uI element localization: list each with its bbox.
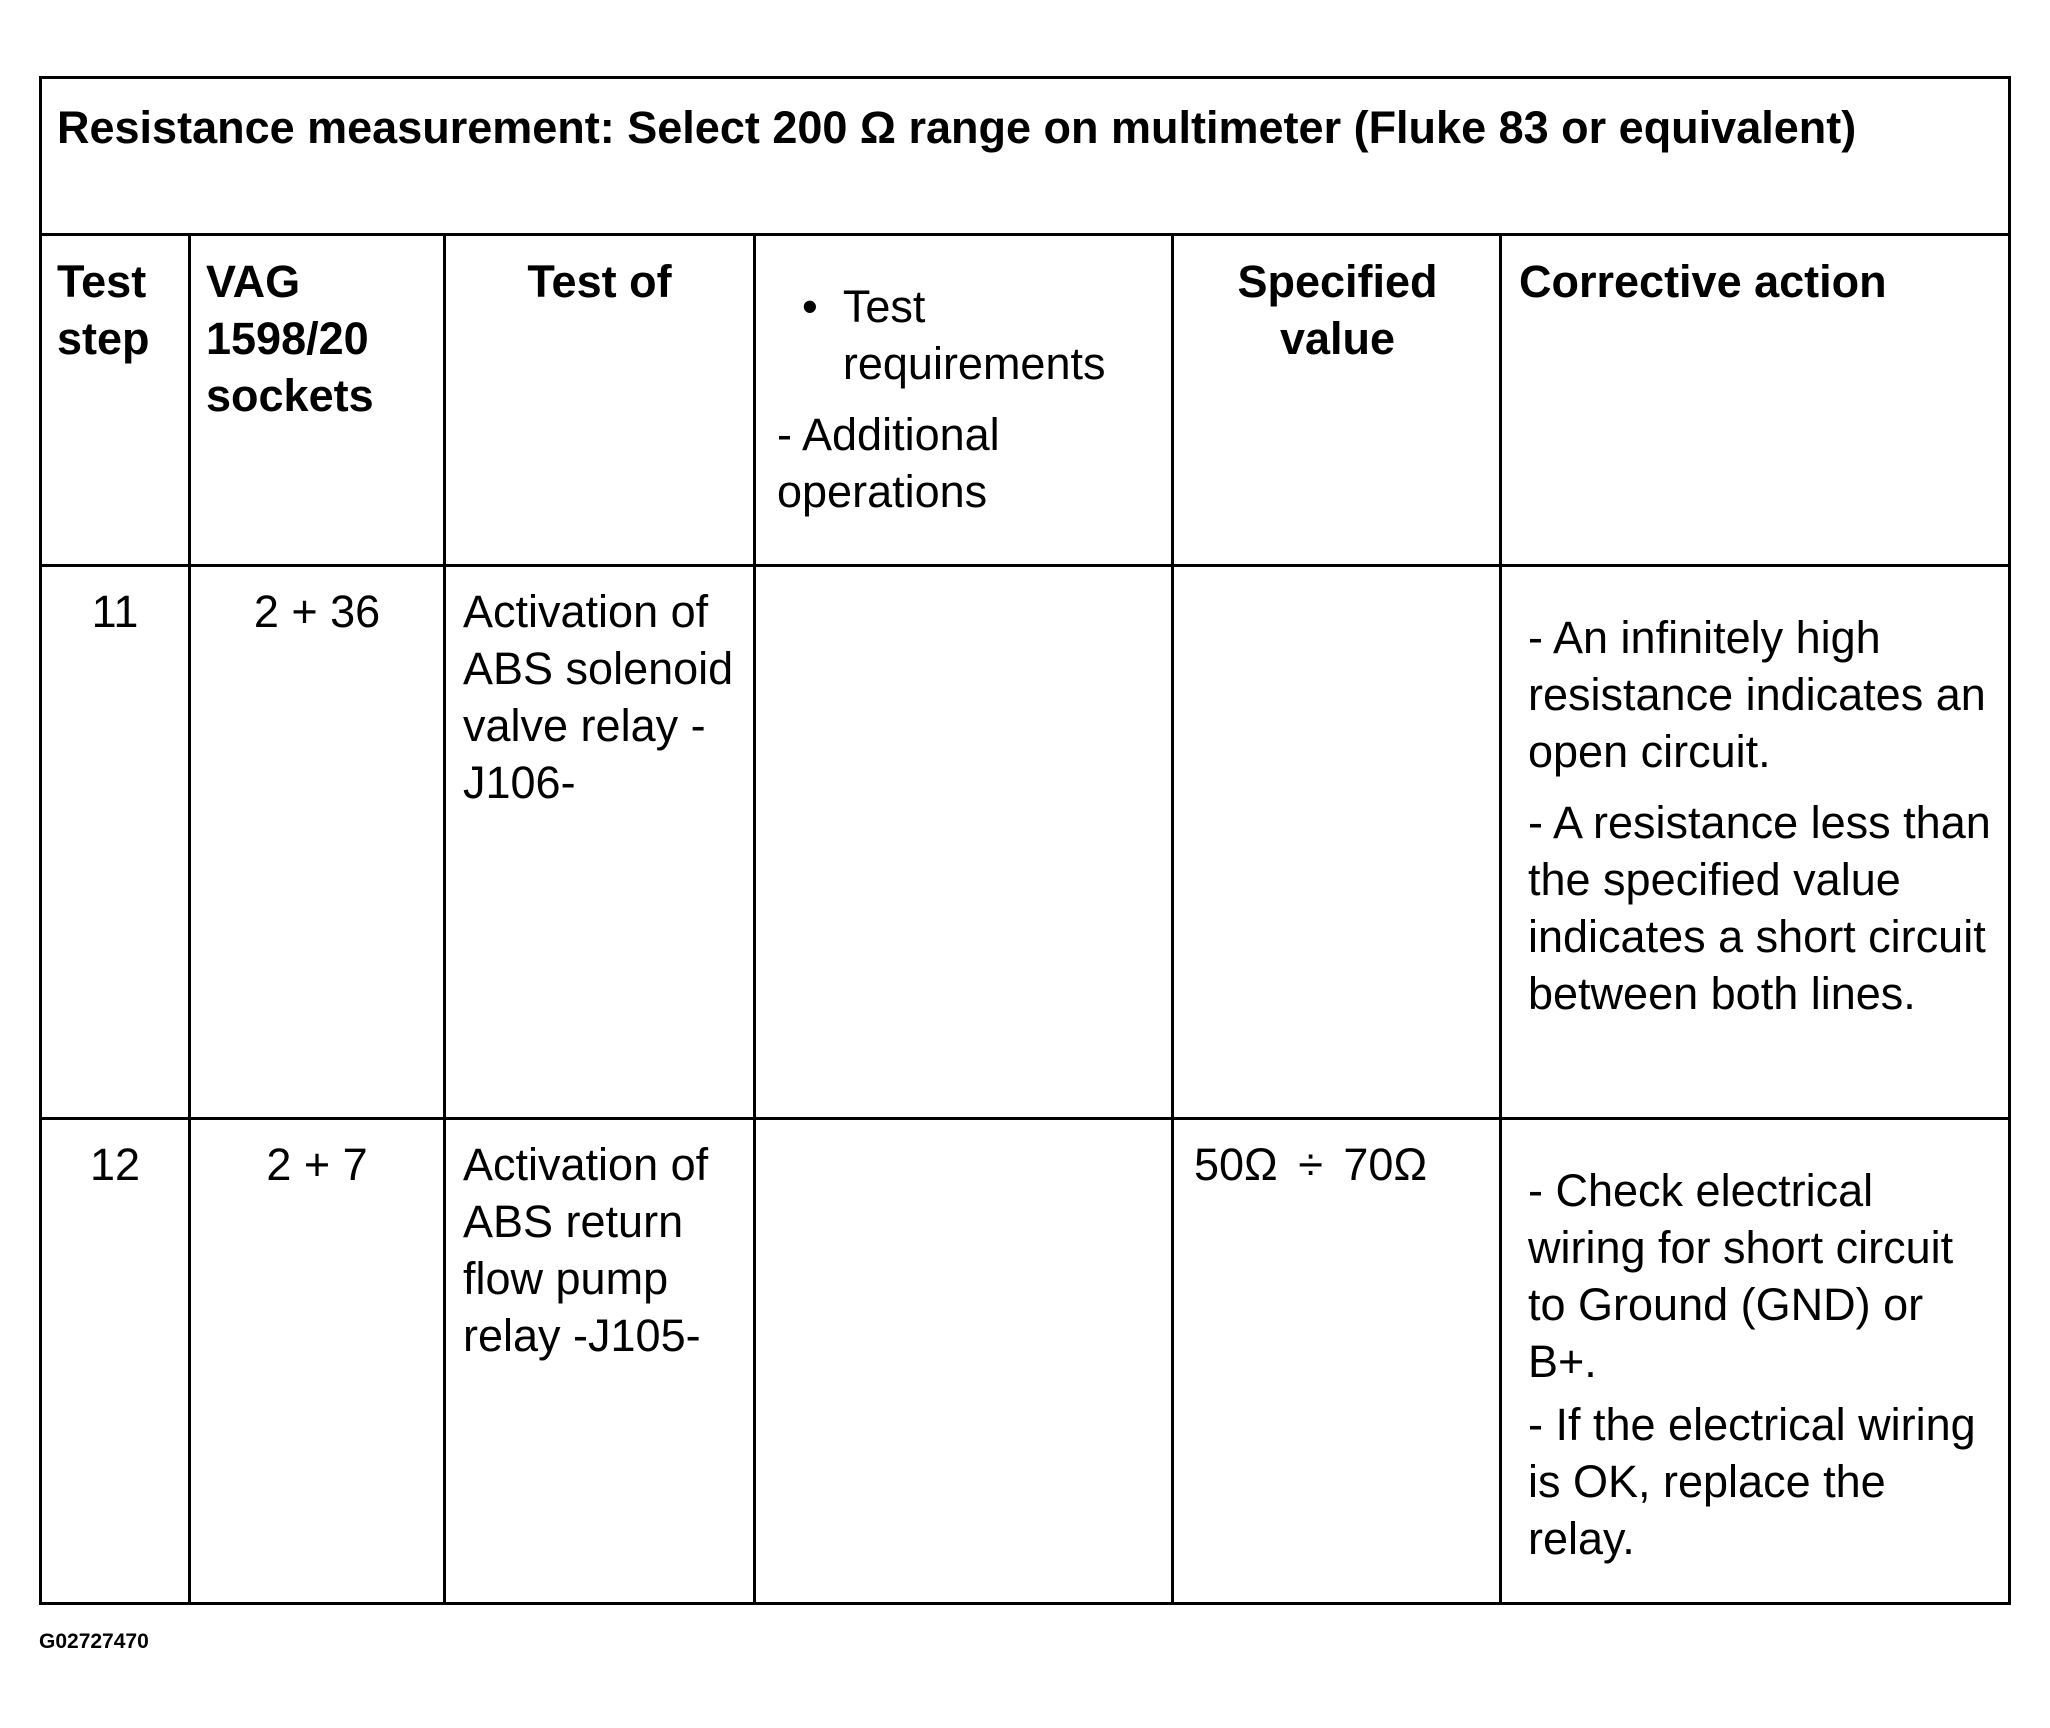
divider — [443, 234, 446, 1605]
row-step: 11 — [91, 586, 139, 637]
corrective-item: - A resistance less than the specified v… — [1528, 797, 1991, 1019]
header-corrective-action: Corrective action — [1519, 256, 1887, 307]
row-corrective: - Check electrical wiring for short circ… — [1528, 1162, 2003, 1581]
divider — [1171, 234, 1174, 1605]
header-requirements: • Test requirements - Additional operatio… — [777, 278, 1157, 520]
header-test-step: Test step — [57, 256, 150, 364]
requirements-label: Test requirements — [842, 281, 1106, 389]
divider — [753, 234, 756, 1605]
divider — [39, 233, 2011, 236]
header-sockets: VAG 1598/20 sockets — [206, 256, 374, 421]
header-specified-value: Specified value — [1237, 256, 1438, 364]
row-sockets: 2 + 7 — [266, 1139, 368, 1190]
corrective-item: - If the electrical wiring is OK, replac… — [1528, 1399, 1976, 1564]
divider — [39, 1117, 2011, 1120]
bullet-icon: • — [802, 281, 818, 332]
row-step: 12 — [89, 1139, 141, 1190]
row-test-of: Activation of ABS return flow pump relay… — [463, 1139, 709, 1361]
row-specified-value: 50Ω ÷ 70Ω — [1194, 1139, 1428, 1190]
divider — [188, 234, 191, 1605]
corrective-item: - Check electrical wiring for short circ… — [1528, 1165, 1954, 1387]
corrective-item: - An infinitely high resistance indicate… — [1528, 612, 1986, 777]
additional-ops-label: - Additional operations — [777, 409, 1000, 517]
divider — [39, 564, 2011, 567]
row-corrective: - An infinitely high resistance indicate… — [1528, 609, 2003, 1036]
header-test-of: Test of — [527, 256, 672, 307]
divider — [1499, 234, 1502, 1605]
row-sockets: 2 + 36 — [253, 586, 381, 637]
figure-id: G02727470 — [39, 1630, 149, 1653]
table-title: Resistance measurement: Select 200 Ω ran… — [57, 102, 1857, 153]
resistance-table — [39, 76, 2011, 1605]
row-test-of: Activation of ABS solenoid valve relay -… — [463, 586, 734, 808]
